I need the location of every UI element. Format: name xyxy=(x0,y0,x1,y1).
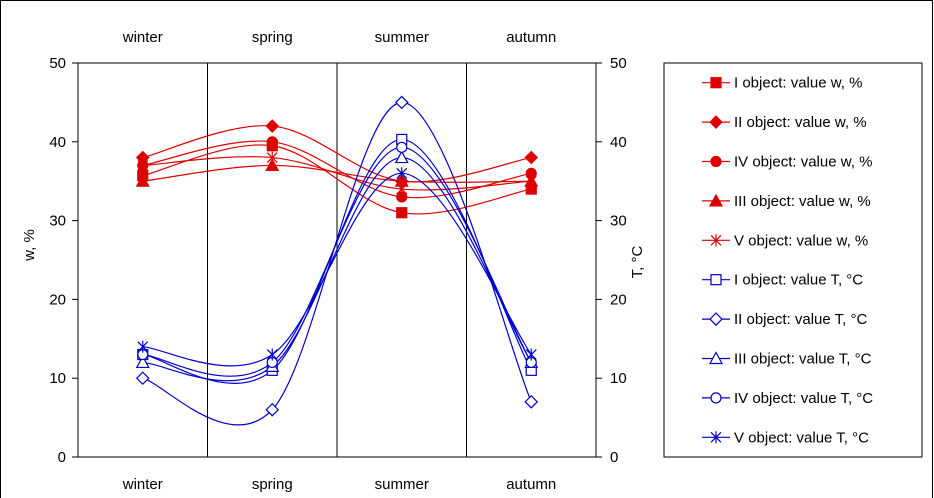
series-line xyxy=(142,156,532,191)
category-label-bottom: winter xyxy=(122,476,163,493)
legend-marker xyxy=(709,115,723,129)
data-point xyxy=(525,348,537,361)
series-line xyxy=(142,140,532,199)
category-label-top: summer xyxy=(375,29,429,46)
left-tick-label: 0 xyxy=(58,449,66,466)
data-point xyxy=(396,207,408,219)
left-axis: 0 10 20 30 40 50 xyxy=(49,55,78,466)
right-tick-label: 10 xyxy=(610,370,627,387)
data-point xyxy=(396,167,408,180)
legend-marker xyxy=(708,193,724,207)
legend-item: II object: value T, °C xyxy=(702,311,867,328)
legend-marker xyxy=(710,392,722,404)
data-point xyxy=(394,150,409,164)
category-label-bottom: spring xyxy=(252,476,293,493)
category-label-top: spring xyxy=(252,29,293,46)
series-lines xyxy=(142,101,532,426)
right-axis-label: T, °C xyxy=(629,246,646,279)
legend-item: IV object: value T, °C xyxy=(702,390,873,407)
season-separators xyxy=(207,63,467,457)
category-label-top: winter xyxy=(122,29,163,46)
series-line xyxy=(142,146,532,377)
data-point xyxy=(266,348,278,361)
data-point xyxy=(135,355,150,369)
series-line xyxy=(142,172,532,367)
data-point xyxy=(135,371,150,386)
right-axis: 0 10 20 30 40 50 xyxy=(596,55,627,466)
left-tick-label: 10 xyxy=(49,370,66,387)
legend-marker xyxy=(710,234,722,247)
data-point xyxy=(265,402,280,417)
legend-label: III object: value T, °C xyxy=(734,351,872,368)
data-point xyxy=(524,394,539,409)
right-tick-label: 30 xyxy=(610,213,627,230)
legend-label: I object: value T, °C xyxy=(734,272,863,289)
legend-item: I object: value T, °C xyxy=(702,272,863,289)
data-point xyxy=(396,141,408,153)
right-tick-label: 0 xyxy=(610,449,618,466)
data-point xyxy=(396,183,408,196)
data-point xyxy=(135,173,150,187)
legend-marker xyxy=(709,312,723,326)
legend-label: IV object: value T, °C xyxy=(734,390,873,407)
data-point xyxy=(137,340,149,353)
data-point xyxy=(524,150,539,165)
left-tick-label: 40 xyxy=(49,134,66,151)
series-line xyxy=(142,101,532,426)
legend-marker xyxy=(710,431,722,444)
right-tick-label: 40 xyxy=(610,134,627,151)
data-point xyxy=(265,158,280,172)
top-category-labels: winter spring summer autumn xyxy=(122,29,557,46)
legend-label: II object: value w, % xyxy=(734,114,867,131)
left-tick-label: 50 xyxy=(49,55,66,72)
legend-marker xyxy=(708,351,724,365)
legend: I object: value w, % II object: value w, … xyxy=(663,62,923,458)
legend-label: IV object: value w, % xyxy=(734,154,872,171)
legend-label: II object: value T, °C xyxy=(734,311,867,328)
legend-item: V object: value w, % xyxy=(702,232,868,249)
legend-box xyxy=(663,62,923,458)
data-point xyxy=(525,175,537,188)
series-markers xyxy=(135,95,539,417)
legend-label: V object: value w, % xyxy=(734,232,868,249)
legend-label: III object: value w, % xyxy=(734,193,871,210)
legend-item: V object: value T, °C xyxy=(702,429,869,446)
legend-label: V object: value T, °C xyxy=(734,429,869,446)
data-point xyxy=(266,136,278,148)
category-label-bottom: autumn xyxy=(506,476,556,493)
left-axis-label: w, % xyxy=(21,229,38,262)
bottom-category-labels: winter spring summer autumn xyxy=(122,476,557,493)
series-line xyxy=(142,156,532,382)
legend-item: III object: value w, % xyxy=(702,193,871,210)
data-point xyxy=(394,95,409,110)
series-line xyxy=(142,164,532,183)
legend-item: I object: value w, % xyxy=(702,75,862,92)
legend-marker xyxy=(710,274,722,286)
legend-item: II object: value w, % xyxy=(702,114,867,131)
category-label-bottom: summer xyxy=(375,476,429,493)
series-line xyxy=(142,144,532,215)
series-line xyxy=(142,125,532,183)
data-point xyxy=(137,159,149,172)
legend-label: I object: value w, % xyxy=(734,75,862,92)
data-point xyxy=(265,119,280,133)
legend-item: III object: value T, °C xyxy=(702,351,872,368)
legend-marker xyxy=(710,155,722,168)
left-tick-label: 30 xyxy=(49,213,66,230)
legend-item: IV object: value w, % xyxy=(702,154,872,171)
right-tick-label: 50 xyxy=(610,55,627,72)
data-point xyxy=(266,151,278,164)
right-tick-label: 20 xyxy=(610,291,627,308)
left-tick-label: 20 xyxy=(49,291,66,308)
legend-marker xyxy=(710,77,722,89)
category-label-top: autumn xyxy=(506,29,556,46)
